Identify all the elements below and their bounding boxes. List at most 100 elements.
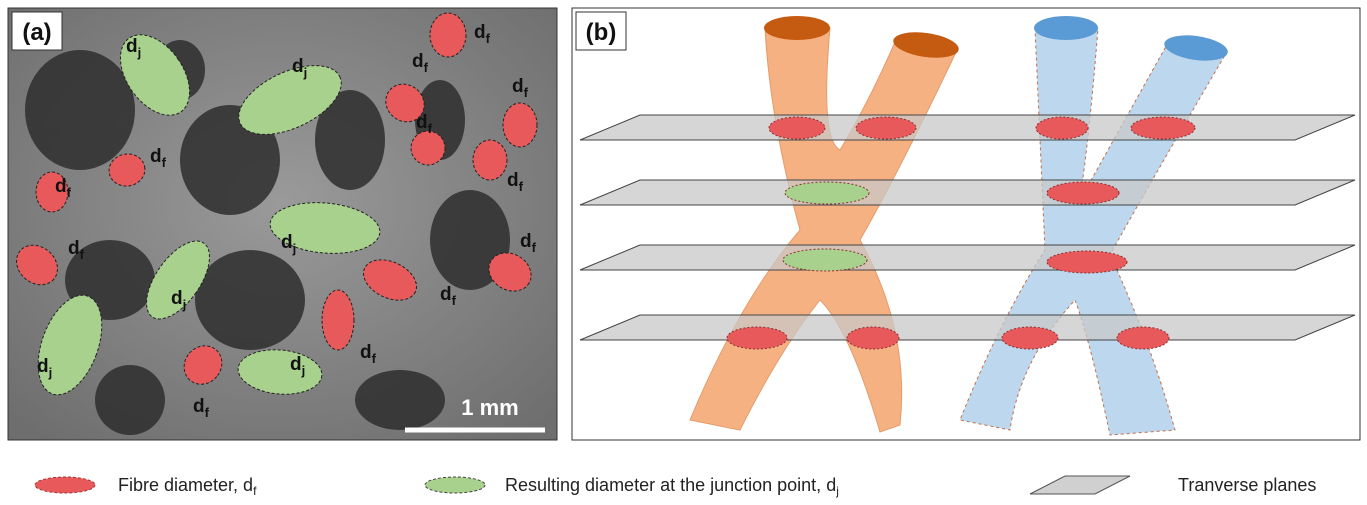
cross-section — [1046, 250, 1128, 274]
subscript: f — [162, 155, 167, 170]
subscript: j — [303, 65, 308, 80]
symbol: d — [520, 231, 532, 252]
diameter-label: dj — [290, 354, 305, 378]
fibre-section — [429, 12, 467, 58]
subscript: j — [292, 241, 297, 256]
fibre-section — [385, 83, 425, 123]
symbol: d — [360, 342, 372, 363]
diameter-label: df — [520, 231, 537, 255]
diameter-label: df — [474, 22, 491, 46]
subscript: f — [80, 247, 85, 262]
fibre-section — [472, 139, 508, 181]
panel-label-box — [575, 11, 627, 51]
legend-swatch — [34, 476, 96, 494]
subscript: f — [519, 179, 524, 194]
diameter-label: df — [507, 170, 524, 194]
subscript: f — [67, 185, 72, 200]
subscript: f — [205, 405, 210, 420]
symbol: d — [512, 76, 524, 97]
fibre-section — [410, 130, 446, 166]
subscript: j — [48, 365, 53, 380]
diameter-label: dj — [281, 232, 296, 256]
subscript: f — [372, 351, 377, 366]
diameter-label: df — [512, 76, 529, 100]
cross-section — [768, 116, 826, 140]
legend-subscript: j — [835, 484, 839, 498]
fibre-section — [108, 153, 146, 187]
pores — [25, 40, 510, 435]
fibre-section — [502, 102, 538, 148]
diameter-label: df — [55, 176, 72, 200]
cross-section — [1046, 181, 1120, 205]
junction-section — [238, 65, 342, 135]
symbol: d — [416, 112, 428, 133]
legend-text: Tranverse planes — [1178, 475, 1316, 495]
panel-frame — [571, 7, 1361, 441]
subscript: j — [137, 45, 142, 60]
transverse-plane — [579, 179, 1356, 206]
symbol: d — [507, 170, 519, 191]
cross-section — [1116, 326, 1170, 350]
diameter-label: df — [193, 396, 210, 420]
diameter-label: dj — [126, 36, 141, 60]
legend-swatch — [1029, 475, 1131, 495]
cross-section — [1130, 116, 1196, 140]
panel-label: (a) — [22, 19, 51, 46]
cross-section — [784, 181, 870, 205]
scale-bar-label: 1 mm — [461, 395, 518, 420]
transverse-plane — [579, 244, 1356, 271]
symbol: d — [290, 354, 302, 375]
transverse-plane — [579, 314, 1356, 341]
junction-section — [37, 294, 103, 396]
symbol: d — [55, 176, 67, 197]
fibre-section — [183, 345, 223, 385]
transverse-planes — [579, 114, 1356, 350]
cross-section — [782, 248, 868, 272]
diameter-label: df — [440, 284, 457, 308]
panel-b: (b) — [571, 7, 1361, 441]
symbol: d — [474, 22, 486, 43]
legend-subscript: f — [253, 484, 257, 498]
symbol: d — [193, 396, 205, 417]
subscript: f — [428, 121, 433, 136]
panel-label: (b) — [586, 19, 617, 46]
cross-section — [846, 326, 900, 350]
fibre-section — [321, 289, 355, 351]
cross-section — [726, 326, 788, 350]
subscript: f — [452, 293, 457, 308]
symbol: d — [171, 288, 183, 309]
symbol: d — [440, 284, 452, 305]
symbol: d — [37, 356, 49, 377]
transverse-plane — [579, 114, 1356, 141]
symbol: d — [68, 238, 80, 259]
junction-section — [237, 349, 323, 395]
diameter-label: dj — [292, 56, 307, 80]
legend-label: Fibre diameter, df — [118, 475, 257, 498]
symbol: d — [126, 36, 138, 57]
symbol: d — [412, 51, 424, 72]
symbol: d — [292, 56, 304, 77]
fibre-section — [16, 244, 58, 286]
diameter-label: df — [360, 342, 377, 366]
diameter-label: dj — [37, 356, 52, 380]
panel-label-box — [11, 11, 63, 51]
legend: Fibre diameter, df Resulting diameter at … — [34, 475, 1316, 498]
subscript: f — [486, 31, 491, 46]
legend-text: Resulting diameter at the junction point… — [505, 475, 836, 495]
legend-swatch — [424, 476, 486, 494]
diameter-label: df — [150, 146, 167, 170]
diameter-label: df — [68, 238, 85, 262]
cross-section — [1035, 116, 1089, 140]
junction-section — [146, 240, 210, 320]
cross-section — [855, 116, 917, 140]
subscript: f — [424, 60, 429, 75]
cross-section — [1001, 326, 1059, 350]
legend-label: Tranverse planes — [1178, 475, 1316, 495]
diameter-label: dj — [171, 288, 186, 312]
symbol: d — [150, 146, 162, 167]
fibre-section — [35, 171, 69, 213]
fibre-section — [488, 252, 532, 292]
